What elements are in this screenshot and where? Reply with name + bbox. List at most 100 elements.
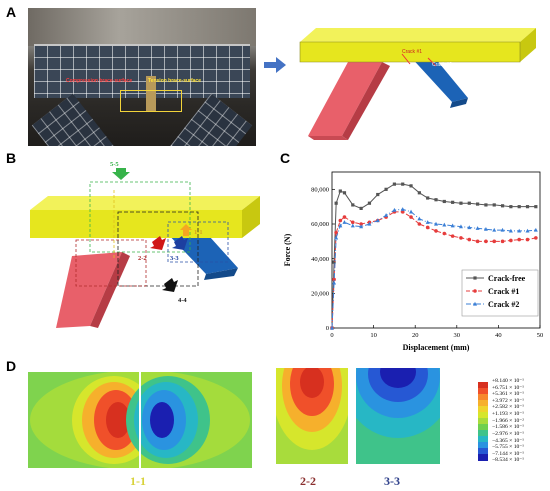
contour-3-3	[356, 368, 440, 464]
x-tick-label: 30	[454, 332, 461, 339]
x-tick-label: 0	[330, 332, 333, 339]
data-point	[426, 196, 430, 200]
colorbar-label: −4.365 × 10⁻¹	[492, 437, 524, 444]
x-tick-label: 20	[412, 332, 419, 339]
arrow-icon	[264, 57, 286, 73]
colorbar-label: +2.582 × 10⁻¹	[492, 404, 524, 411]
data-point	[334, 235, 339, 240]
legend-marker	[473, 301, 477, 306]
data-point	[434, 198, 438, 202]
y-tick-label: 0	[326, 325, 329, 332]
data-point	[359, 224, 364, 229]
data-point	[442, 222, 447, 227]
colorbar-label: −1.966 × 10⁻²	[492, 417, 524, 424]
tension-annotation: Tension brace-surface	[148, 78, 201, 84]
panel-label-a: A	[6, 4, 17, 20]
colorbar-swatch	[478, 442, 488, 449]
data-point	[492, 239, 497, 244]
plot-frame	[331, 171, 541, 329]
data-point	[342, 220, 347, 224]
y-axis-label: Force (N)	[283, 233, 292, 266]
x-axis-label: Displacement (mm)	[403, 343, 470, 352]
colorbar-swatch	[478, 382, 488, 389]
colorbar-swatch	[478, 418, 488, 425]
data-point	[351, 220, 355, 225]
data-point	[376, 192, 380, 197]
colorbar-labels: +8.140 × 10⁻¹ +6.751 × 10⁻¹ +5.361 × 10⁻¹ +…	[492, 378, 548, 464]
legend-label: Crack-free	[488, 274, 526, 283]
x-tick-label: 10	[370, 332, 377, 339]
section-4-4-frame	[117, 211, 199, 287]
panel-label-c: C	[280, 150, 291, 166]
data-point	[517, 205, 521, 209]
colorbar-swatch	[478, 412, 488, 419]
data-point	[401, 182, 405, 186]
data-point	[367, 221, 372, 226]
data-point	[417, 216, 422, 221]
data-point	[330, 325, 334, 330]
panel-label-b: B	[6, 150, 17, 166]
x-tick-label: 40	[495, 332, 502, 339]
colorbar-swatch	[478, 394, 488, 401]
caption-2-2: 2-2	[300, 474, 316, 488]
section-3-3-frame	[167, 221, 229, 263]
data-point	[500, 239, 505, 244]
colorbar-swatch	[478, 454, 488, 461]
data-point	[367, 201, 372, 205]
brace-left-model	[308, 62, 382, 136]
colorbar-label: −7.144 × 10⁻¹	[492, 450, 524, 457]
colorbar-label: +6.751 × 10⁻¹	[492, 384, 524, 391]
legend-label: Crack #1	[488, 287, 519, 296]
colorbar-swatch	[478, 400, 488, 407]
beam-b-top	[30, 196, 260, 210]
data-point	[338, 189, 342, 193]
data-point	[475, 226, 480, 230]
data-point	[359, 222, 363, 226]
data-point	[458, 224, 463, 229]
data-point	[392, 182, 396, 186]
y-tick-label: 40,000	[311, 256, 329, 263]
contour-2-2	[276, 368, 348, 464]
data-point	[500, 227, 505, 232]
data-point	[425, 225, 430, 230]
data-point	[332, 277, 336, 282]
data-point	[517, 237, 521, 242]
brace-left-b	[56, 252, 122, 328]
beam-model-front	[300, 42, 520, 62]
data-point	[384, 187, 388, 191]
data-point	[334, 201, 338, 205]
data-point	[525, 205, 530, 209]
colorbar-label: −8.534 × 10⁻¹	[492, 457, 524, 464]
data-point	[409, 209, 414, 214]
beam-model-top	[300, 28, 536, 42]
data-point	[459, 201, 463, 205]
data-point	[409, 184, 413, 188]
colorbar-swatch	[478, 430, 488, 437]
data-point	[334, 230, 338, 235]
data-point	[467, 237, 472, 242]
legend-marker	[473, 289, 477, 293]
data-point	[342, 191, 347, 195]
force-displacement-chart: 0 10 20 30 40 50 0 20,000 40,000 60,000 80,000 Crac…	[283, 171, 543, 352]
colorbar-label: +1.193 × 10⁻¹	[492, 411, 524, 418]
data-point	[338, 223, 343, 228]
data-point	[459, 236, 463, 240]
data-point	[417, 191, 421, 195]
section-label-5-5: 5-5	[110, 161, 119, 168]
data-point	[342, 215, 347, 219]
data-point	[332, 280, 337, 285]
data-point	[492, 203, 496, 207]
data-point	[476, 202, 480, 206]
data-point	[451, 200, 455, 204]
brace-right-model	[408, 52, 468, 102]
caption-1-1: 1-1	[130, 474, 146, 488]
data-point	[425, 220, 430, 224]
caption-3-3: 3-3	[384, 474, 400, 488]
data-point	[492, 227, 497, 232]
compression-annotation: Compression brace-surface	[66, 78, 133, 84]
data-point	[484, 239, 488, 244]
data-point	[525, 237, 530, 242]
joint-plate	[146, 76, 156, 112]
section-label-2-2: 2-2	[138, 255, 147, 262]
arrow-2-2-icon	[150, 236, 166, 250]
